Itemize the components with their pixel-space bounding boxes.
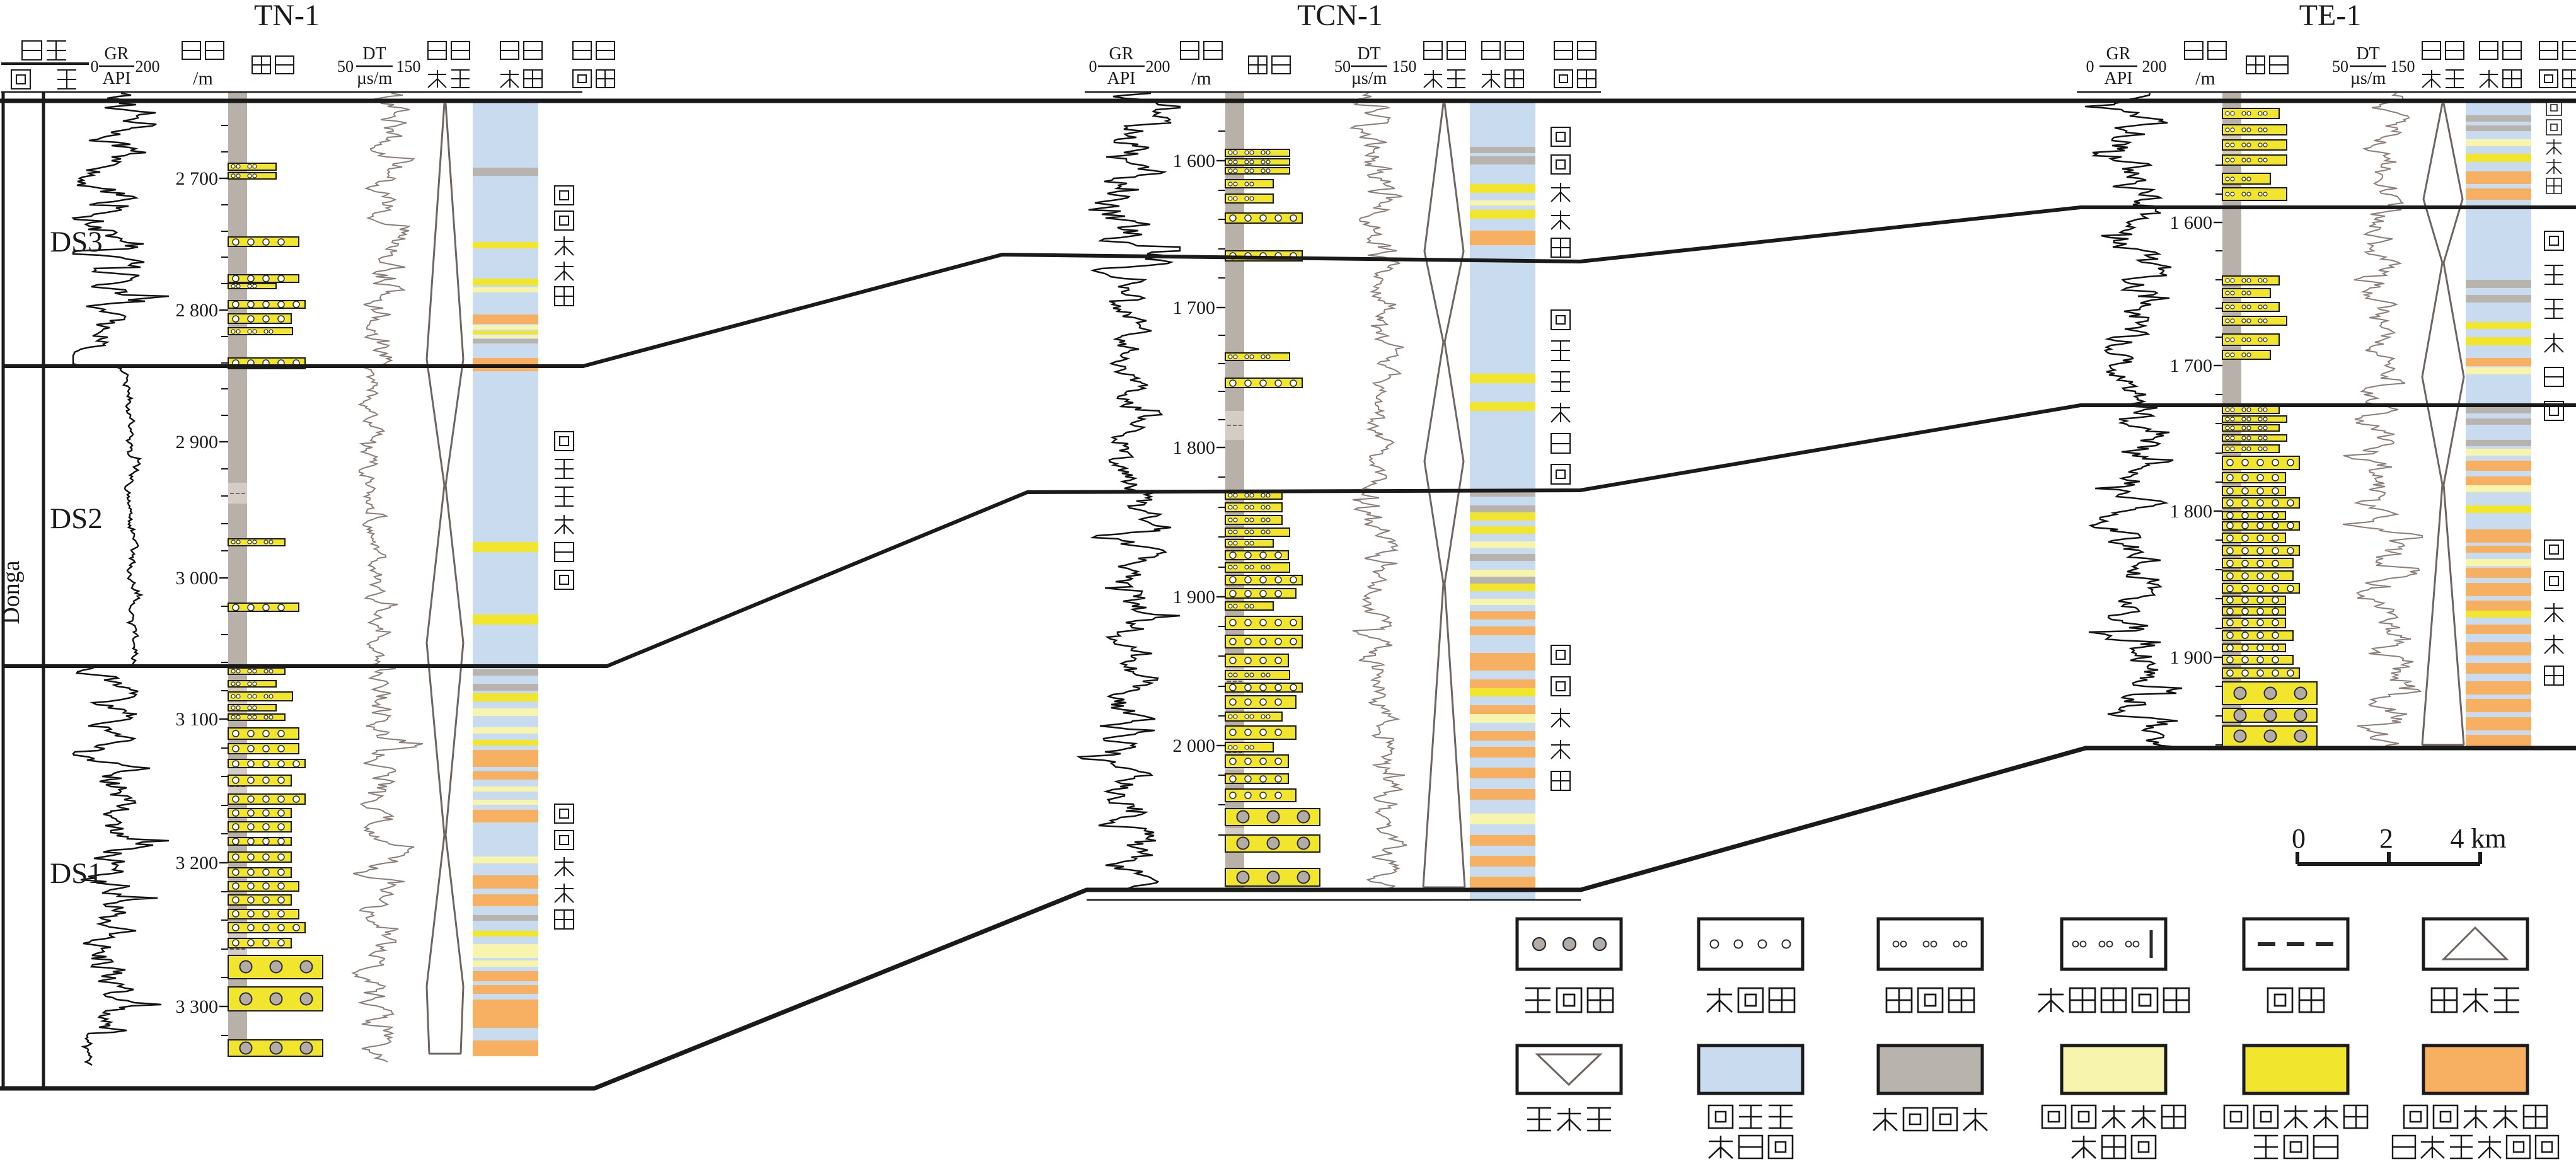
svg-text:/m: /m: [1191, 68, 1211, 89]
svg-text:4 km: 4 km: [2450, 823, 2506, 854]
svg-text:2 800: 2 800: [176, 300, 219, 321]
svg-text:150: 150: [1392, 57, 1417, 76]
svg-text:µs/m: µs/m: [2350, 69, 2386, 88]
svg-text:1 700: 1 700: [1173, 297, 1216, 318]
svg-text:DS3: DS3: [50, 226, 103, 258]
svg-text:3 100: 3 100: [176, 709, 219, 730]
svg-text:TN-1: TN-1: [254, 0, 320, 32]
svg-text:DT: DT: [1357, 44, 1380, 64]
svg-text:DT: DT: [362, 44, 386, 64]
svg-text:Donga: Donga: [0, 560, 25, 624]
svg-text:3 300: 3 300: [176, 996, 219, 1017]
svg-text:1 700: 1 700: [2170, 355, 2213, 376]
svg-text:3 000: 3 000: [176, 568, 219, 589]
svg-text:/m: /m: [2195, 68, 2215, 89]
svg-text:200: 200: [136, 57, 160, 76]
svg-text:50: 50: [337, 57, 354, 76]
svg-text:200: 200: [1146, 57, 1170, 76]
svg-text:/m: /m: [193, 68, 213, 89]
svg-text:DT: DT: [2356, 44, 2379, 64]
svg-text:1 900: 1 900: [1173, 587, 1216, 608]
svg-text:0: 0: [2292, 823, 2306, 854]
svg-text:2 900: 2 900: [176, 432, 219, 452]
svg-text:50: 50: [2332, 57, 2348, 76]
svg-text:DS2: DS2: [50, 502, 103, 535]
svg-text:µs/m: µs/m: [357, 69, 393, 88]
svg-text:2 000: 2 000: [1173, 735, 1216, 756]
svg-text:1 600: 1 600: [2170, 212, 2213, 233]
svg-text:1 800: 1 800: [1173, 437, 1216, 458]
svg-text:150: 150: [2391, 57, 2415, 76]
svg-text:API: API: [1107, 69, 1135, 88]
svg-text:1 600: 1 600: [1173, 151, 1216, 171]
svg-text:1 900: 1 900: [2170, 647, 2213, 668]
svg-text:50: 50: [1334, 57, 1351, 76]
svg-text:GR: GR: [2106, 44, 2131, 64]
svg-text:API: API: [102, 69, 130, 88]
svg-text:µs/m: µs/m: [1351, 69, 1387, 88]
svg-text:200: 200: [2142, 57, 2167, 76]
svg-text:TCN-1: TCN-1: [1297, 0, 1383, 32]
svg-text:2 700: 2 700: [176, 168, 219, 189]
svg-text:DS1: DS1: [50, 857, 103, 890]
svg-text:TE-1: TE-1: [2299, 0, 2362, 32]
svg-text:0: 0: [2086, 57, 2094, 76]
svg-text:3 200: 3 200: [176, 853, 219, 873]
svg-text:GR: GR: [105, 44, 129, 64]
svg-text:GR: GR: [1109, 44, 1134, 64]
svg-text:0: 0: [91, 57, 99, 76]
svg-text:2: 2: [2379, 823, 2393, 854]
svg-text:150: 150: [396, 57, 421, 76]
svg-text:API: API: [2104, 69, 2132, 88]
svg-text:0: 0: [1089, 57, 1097, 76]
svg-text:1 800: 1 800: [2170, 501, 2213, 522]
